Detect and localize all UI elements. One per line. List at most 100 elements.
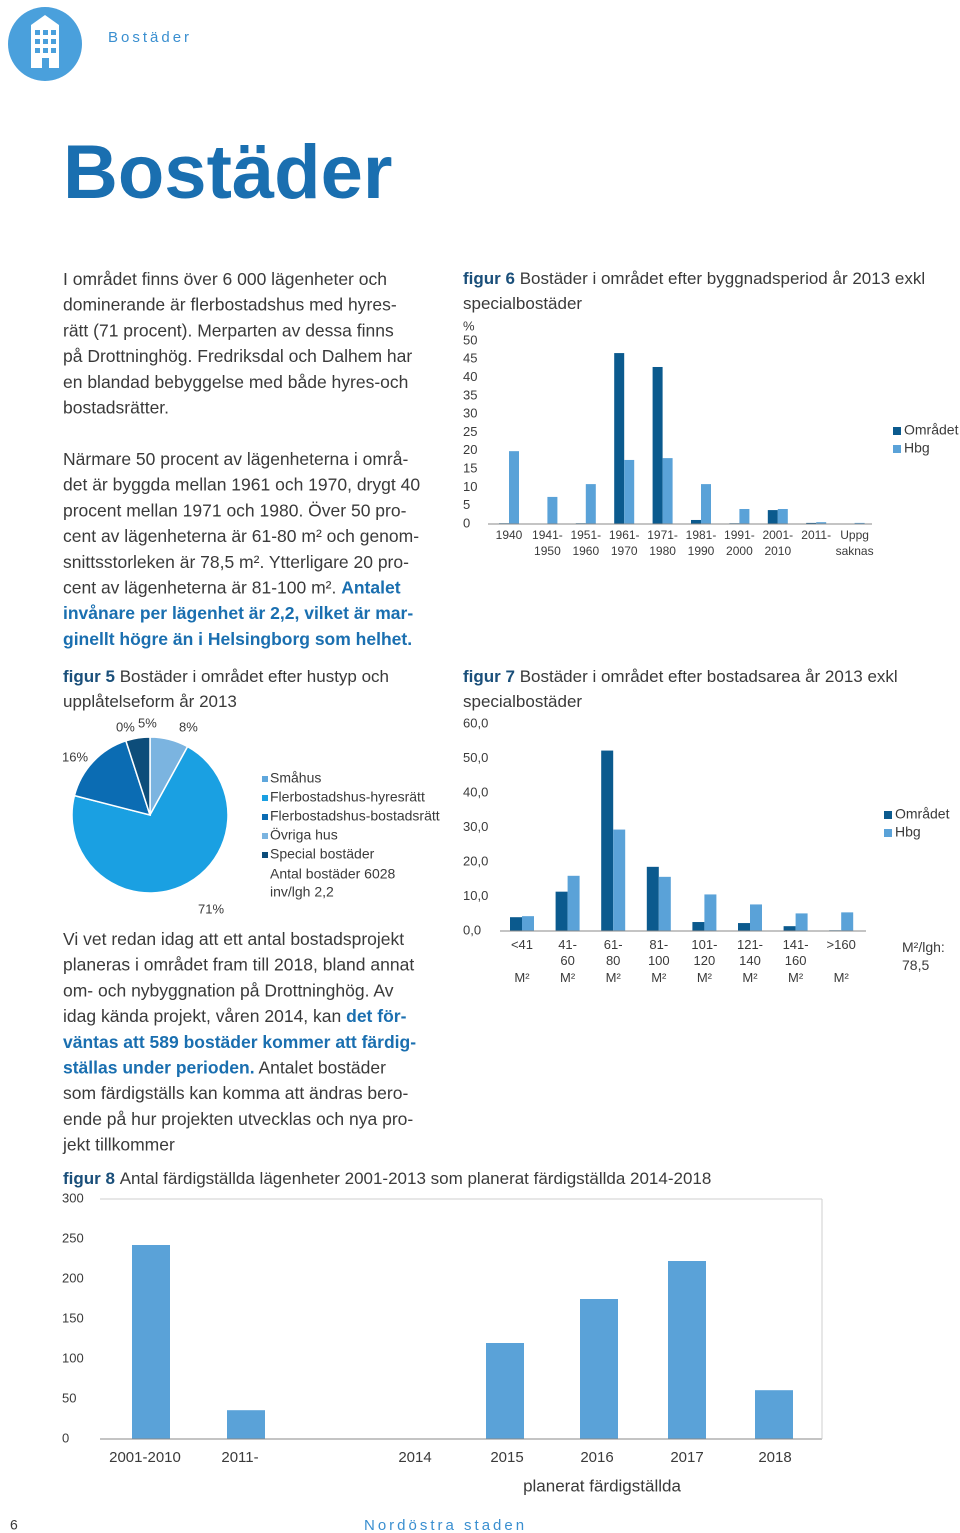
y-tick-label: 15: [463, 461, 477, 476]
paragraph-line: ginellt högre än i Helsingborg som helhe…: [63, 629, 412, 649]
x-tick-label: 1951-1960: [570, 528, 601, 558]
slice-label: 0%: [116, 719, 135, 734]
bar: [580, 1299, 618, 1439]
y-tick-label: 35: [463, 387, 477, 402]
title-text: Antal färdigställda lägenheter 2001-2013…: [120, 1169, 712, 1188]
slice-label: 5%: [138, 715, 157, 730]
emphasis: det för-: [346, 1006, 406, 1026]
x-tick-label: 1991-2000: [724, 528, 755, 558]
y-tick-label: 50: [463, 332, 477, 347]
bar: [658, 876, 671, 931]
text-run: snittsstorleken är 78,5 m². Ytterligare …: [63, 551, 409, 571]
text-run: Närmare 50 procent av lägenheterna i omr…: [63, 449, 408, 469]
bar: [547, 496, 558, 524]
slice-label: 16%: [62, 749, 88, 764]
x-tick-label: 81-100 M²: [648, 937, 670, 985]
legend-label: Special bostäder: [270, 846, 375, 862]
figure-label: figur 7: [463, 667, 515, 686]
paragraph-line: Närmare 50 procent av lägenheterna i omr…: [63, 449, 408, 469]
bar: [692, 922, 705, 931]
bar: [662, 458, 673, 524]
y-tick-label: 200: [62, 1270, 84, 1285]
x-tick-label: 2015: [490, 1449, 523, 1466]
chart-title: figur 8 Antal färdigställda lägenheter 2…: [63, 1169, 711, 1188]
bar: [613, 829, 626, 931]
figure-label: figur 6: [463, 269, 515, 288]
paragraph-line: planeras i området fram till 2018, bland…: [63, 954, 414, 974]
x-tick-label: 2011-: [221, 1449, 258, 1466]
paragraph-line: det är byggda mellan 1961 och 1970, dryg…: [63, 474, 420, 494]
legend-swatch: [262, 833, 268, 839]
pie-slice: [73, 739, 152, 817]
x-tick-label: 1961-1970: [609, 528, 640, 558]
x-tick-label: 2017: [670, 1449, 703, 1466]
paragraph-line: om- och nybyggnation på Drottninghög. Av: [63, 980, 394, 1000]
bar: [704, 894, 717, 931]
legend-swatch: [262, 814, 268, 820]
bar: [668, 1261, 706, 1439]
y-tick-label: 150: [62, 1310, 84, 1325]
x-tick-label: 2014: [398, 1449, 431, 1466]
y-tick-label: 50,0: [463, 750, 488, 765]
bar: [132, 1245, 170, 1439]
title-text: Bostäder i området efter hustyp och: [120, 667, 389, 686]
y-unit: %: [463, 318, 475, 333]
pie-slice: [124, 736, 151, 816]
paragraph-line: invånare per lägenhet är 2,2, vilket är …: [63, 603, 413, 623]
emphasis: ginellt högre än i Helsingborg som helhe…: [63, 629, 412, 649]
bar: [555, 891, 568, 931]
paragraph-line: cent av lägenheterna är 81-100 m². Antal…: [63, 577, 401, 597]
legend-label: Småhus: [270, 770, 321, 786]
legend-label: Hbg: [895, 824, 921, 840]
bar: [486, 1343, 524, 1439]
x-tick-label: 2001-2010: [762, 528, 793, 558]
text-run: cent av lägenheterna är 61-80 m² och gen…: [63, 526, 419, 546]
paragraph-line: en blandad bebyggelse med både hyres-och: [63, 371, 408, 391]
text-run: det är byggda mellan 1961 och 1970, dryg…: [63, 474, 420, 494]
text-run: cent av lägenheterna är 81-100 m².: [63, 577, 341, 597]
x-axis-title: planerat färdigställda: [523, 1476, 681, 1495]
paragraph-line: dominerande är flerbostadshus med hyres-: [63, 294, 397, 314]
y-tick-label: 60,0: [463, 715, 488, 730]
y-tick-label: 300: [62, 1190, 84, 1205]
y-tick-label: 30: [463, 406, 477, 421]
title-text: upplåtelseform år 2013: [63, 692, 237, 711]
legend-swatch: [262, 795, 268, 801]
figure-label: figur 5: [63, 667, 115, 686]
x-tick-label: 1941-1950: [532, 528, 563, 558]
chart-title: figur 6 Bostäder i området efter byggnad…: [463, 269, 925, 288]
legend-label: Flerbostadshus-hyresrätt: [270, 789, 425, 805]
legend-label: Området: [904, 422, 959, 438]
x-tick-label: 1981-1990: [686, 528, 717, 558]
bar: [567, 875, 580, 931]
slice-label: 8%: [179, 719, 198, 734]
y-tick-label: 0: [463, 515, 470, 530]
y-tick-label: 40,0: [463, 784, 488, 799]
bar: [841, 912, 854, 931]
y-tick-label: 40: [463, 369, 477, 384]
annotation: M²/lgh: 78,5: [902, 939, 945, 973]
y-tick-label: 250: [62, 1230, 84, 1245]
x-tick-label: 41-60 M²: [558, 937, 577, 985]
text-run: på Drottninghög. Fredriksdal och Dalhem …: [63, 346, 412, 366]
paragraph-line: cent av lägenheterna är 61-80 m² och gen…: [63, 526, 419, 546]
x-tick-label: <41 M²: [511, 937, 533, 985]
chart-title: figur 5 Bostäder i området efter hustyp …: [63, 667, 389, 686]
text-run: dominerande är flerbostadshus med hyres-: [63, 294, 397, 314]
page-title: Bostäder: [63, 130, 392, 215]
title-text: Bostäder i området efter byggnadsperiod …: [520, 269, 925, 288]
bar: [646, 866, 659, 931]
bar: [691, 519, 701, 524]
text-run: rätt (71 procent). Merparten av dessa fi…: [63, 320, 394, 340]
header-section: Bostäder: [108, 29, 192, 46]
chart-note: Antal bostäder 6028: [270, 866, 396, 882]
footer-section: Nordöstra staden: [364, 1517, 527, 1533]
bar: [795, 913, 808, 931]
bar: [227, 1410, 265, 1439]
bar: [624, 459, 635, 524]
x-tick-label: 61-80 M²: [604, 937, 623, 985]
emphasis: invånare per lägenhet är 2,2, vilket är …: [63, 603, 413, 623]
y-tick-label: 20: [463, 442, 477, 457]
text-run: I området finns över 6 000 lägenheter oc…: [63, 269, 387, 289]
y-tick-label: 5: [463, 497, 470, 512]
